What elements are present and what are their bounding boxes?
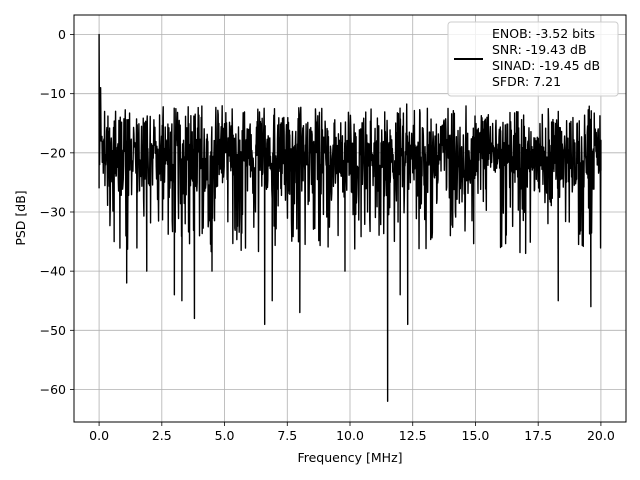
x-tick-label: 15.0 (462, 428, 490, 443)
legend-box (447, 21, 619, 97)
legend-line-enob: ENOB: -3.52 bits (492, 26, 595, 41)
x-axis-label: Frequency [MHz] (297, 450, 402, 465)
y-tick-label: −60 (40, 382, 66, 397)
legend-line-sfdr: SFDR: 7.21 (492, 74, 561, 89)
x-tick-label: 7.5 (277, 428, 297, 443)
x-tick-label: 2.5 (152, 428, 172, 443)
x-tick-label: 10.0 (336, 428, 364, 443)
legend-line-sinad: SINAD: -19.45 dB (492, 58, 600, 73)
psd-series-line (98, 33, 602, 402)
y-tick-label: −30 (40, 204, 66, 219)
x-tick-label: 20.0 (587, 428, 615, 443)
y-axis-ticks: 0 −10 −20 −30 −40 −50 −60 (40, 27, 74, 397)
y-axis-label: PSD [dB] (13, 190, 28, 245)
legend: ENOB: -3.52 bits SNR: -19.43 dB SINAD: -… (447, 21, 619, 97)
x-tick-label: 0.0 (89, 428, 109, 443)
y-tick-label: −50 (40, 323, 66, 338)
x-tick-label: 5.0 (215, 428, 235, 443)
x-axis-ticks: 0.0 2.5 5.0 7.5 10.0 12.5 15.0 17.5 20.0 (89, 422, 615, 443)
y-tick-label: 0 (58, 27, 66, 42)
y-tick-label: −10 (40, 86, 66, 101)
legend-line-snr: SNR: -19.43 dB (492, 42, 587, 57)
x-tick-label: 17.5 (524, 428, 552, 443)
y-tick-label: −20 (40, 145, 66, 160)
y-tick-label: −40 (40, 264, 66, 279)
x-tick-label: 12.5 (399, 428, 427, 443)
